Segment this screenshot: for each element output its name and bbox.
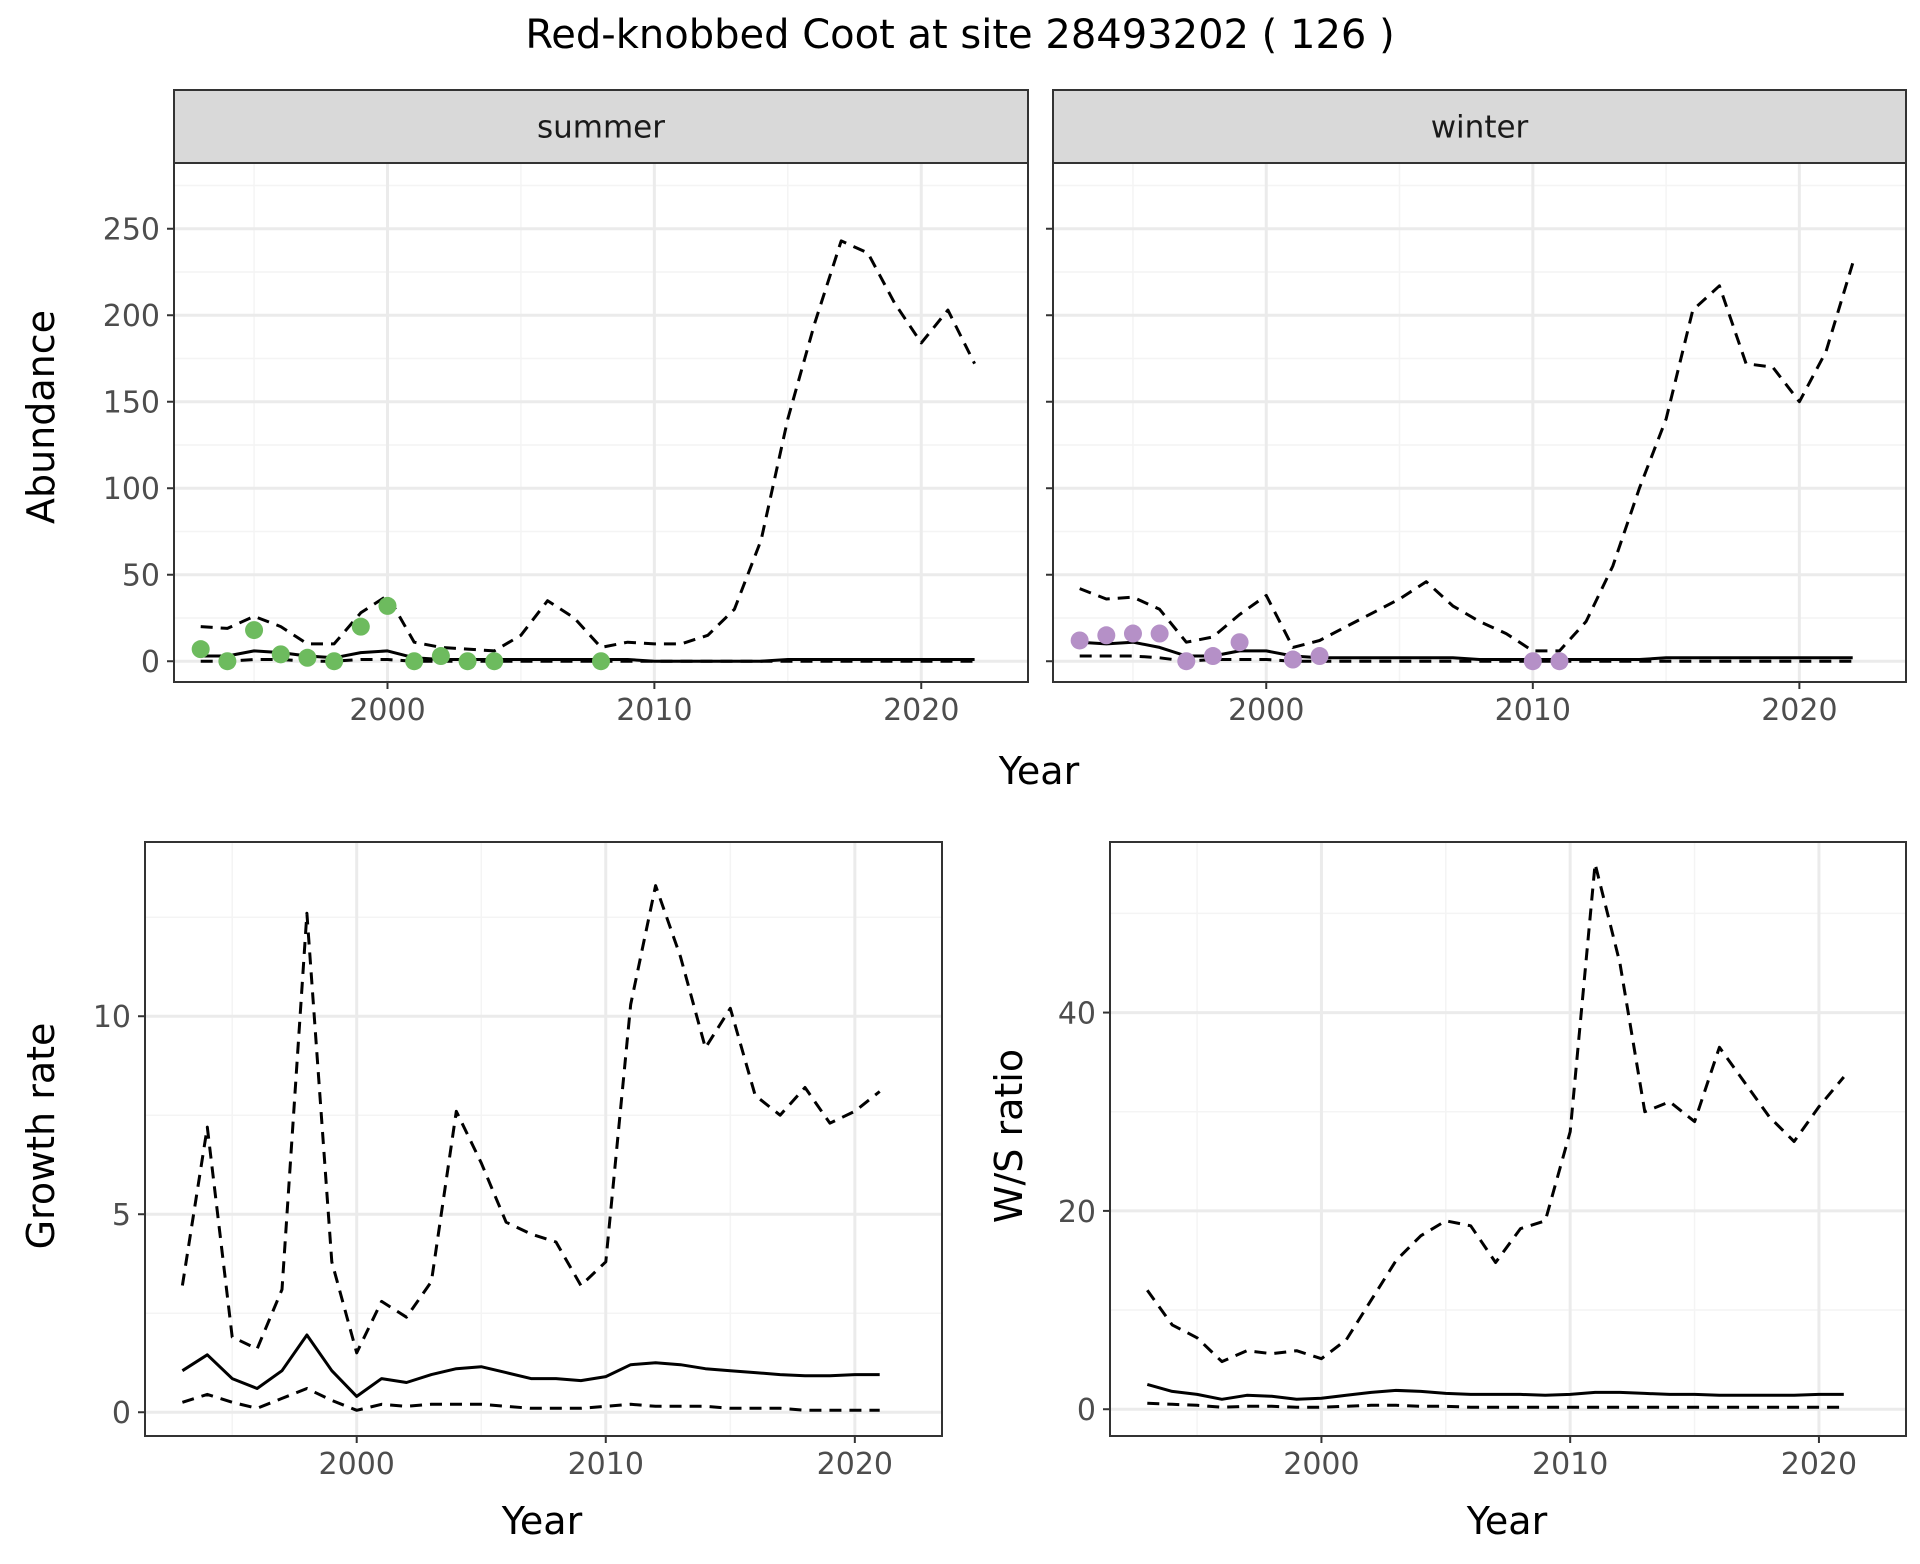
- abundance-winter-observed-point: [1150, 624, 1169, 643]
- abundance-winter-observed-point: [1177, 652, 1196, 671]
- abundance-winter-x-tick-label: 2020: [1761, 693, 1837, 728]
- abundance-summer-x-tick-label: 2010: [616, 693, 692, 728]
- ws-ratio-panel-border: [1109, 841, 1907, 1437]
- abundance-summer-x-tick-label: 2020: [883, 693, 959, 728]
- winter-strip-label: winter: [1431, 110, 1529, 146]
- growth-rate-panel: Growth rate Year 2000 2010 2020 0 5 10: [19, 841, 943, 1543]
- abundance-winter-x-tick-label: 2000: [1228, 693, 1304, 728]
- abundance-summer-observed-point: [405, 652, 424, 671]
- abundance-x-axis-title: Year: [998, 749, 1080, 793]
- abundance-y-axis-title: Abundance: [19, 310, 63, 524]
- ws-ratio-median-line: [1146, 1382, 1844, 1401]
- abundance-summer-y-tick-label: 0: [141, 645, 160, 680]
- abundance-summer-observed-point: [378, 596, 397, 615]
- ws-ratio-x-tick-label: 2020: [1781, 1447, 1857, 1482]
- abundance-summer-observed-point: [485, 652, 504, 671]
- abundance-winter-panel: 2000 2010 2020 winter: [1046, 89, 1907, 728]
- abundance-winter-observed-point: [1123, 624, 1142, 643]
- abundance-summer-observed-point: [298, 648, 317, 667]
- growth-rate-x-tick-label: 2010: [568, 1447, 644, 1482]
- ws-ratio-y-tick-label: 40: [1058, 997, 1096, 1032]
- abundance-summer-observed-point: [191, 640, 210, 659]
- ws-ratio-x-axis-title: Year: [1466, 1499, 1548, 1543]
- growth-rate-panel-border: [144, 841, 943, 1437]
- ws-ratio-upper-line: [1146, 862, 1845, 1364]
- growth-rate-upper-line: [180, 884, 881, 1355]
- abundance-winter-observed-point: [1550, 652, 1569, 671]
- ws-ratio-y-tick-label: 0: [1077, 1393, 1096, 1428]
- abundance-summer-upper-line: [200, 239, 976, 653]
- abundance-summer-strip: [173, 89, 1029, 164]
- abundance-summer-observed-point: [431, 647, 450, 666]
- abundance-summer-y-tick-label: 250: [103, 213, 160, 248]
- growth-rate-y-tick-label: 10: [93, 1000, 131, 1035]
- abundance-summer-panel: 2000 2010 2020 0 50 100 150 200 250 summer: [103, 89, 1029, 728]
- growth-rate-lower-line: [181, 1387, 880, 1412]
- abundance-winter-strip: [1052, 89, 1907, 164]
- abundance-winter-upper-line: [1079, 262, 1855, 653]
- abundance-summer-x-tick-label: 2000: [349, 693, 425, 728]
- abundance-summer-observed-point: [458, 652, 477, 671]
- growth-rate-x-tick-label: 2020: [817, 1447, 893, 1482]
- abundance-winter-observed-point: [1230, 633, 1249, 652]
- abundance-summer-observed-point: [271, 645, 290, 664]
- ws-ratio-plot-area: [1110, 842, 1906, 1436]
- growth-rate-y-tick-label: 5: [112, 1198, 131, 1233]
- abundance-winter-x-tick-label: 2010: [1495, 693, 1571, 728]
- growth-rate-median-line: [181, 1333, 880, 1398]
- abundance-summer-y-tick-label: 200: [103, 299, 160, 334]
- abundance-winter-observed-point: [1283, 650, 1302, 669]
- abundance-summer-observed-point: [245, 621, 264, 640]
- abundance-summer-observed-point: [592, 652, 610, 671]
- abundance-winter-observed-point: [1097, 626, 1116, 645]
- abundance-winter-observed-point: [1070, 631, 1089, 650]
- abundance-summer-observed-point: [325, 652, 344, 671]
- ws-ratio-x-tick-label: 2010: [1532, 1447, 1608, 1482]
- abundance-summer-observed-point: [351, 617, 370, 636]
- abundance-winter-observed-point: [1523, 652, 1542, 671]
- ws-ratio-panel: W/S ratio Year 2000 2010 2020 0 20 40: [987, 841, 1907, 1543]
- ws-ratio-y-tick-label: 20: [1058, 1195, 1096, 1230]
- abundance-summer-plot-area: [174, 163, 1028, 682]
- abundance-winter-observed-point: [1203, 647, 1222, 666]
- abundance-summer-y-tick-label: 50: [122, 559, 160, 594]
- figure-title: Red-knobbed Coot at site 28493202 ( 126 …: [525, 12, 1394, 58]
- growth-rate-y-tick-label: 0: [112, 1396, 131, 1431]
- growth-rate-x-axis-title: Year: [501, 1499, 583, 1543]
- summer-strip-label: summer: [537, 110, 665, 146]
- abundance-summer-y-tick-label: 150: [103, 386, 160, 421]
- abundance-winter-plot-area: [1053, 163, 1906, 682]
- abundance-summer-y-tick-label: 100: [103, 472, 160, 507]
- growth-rate-plot-area: [145, 842, 942, 1436]
- abundance-summer-observed-point: [218, 652, 237, 671]
- growth-rate-x-tick-label: 2000: [319, 1447, 395, 1482]
- ws-ratio-lower-line: [1147, 1401, 1844, 1409]
- ws-ratio-y-axis-title: W/S ratio: [987, 1049, 1031, 1223]
- ws-ratio-x-tick-label: 2000: [1283, 1447, 1359, 1482]
- abundance-winter-observed-point: [1310, 647, 1329, 666]
- growth-rate-y-axis-title: Growth rate: [19, 1023, 63, 1250]
